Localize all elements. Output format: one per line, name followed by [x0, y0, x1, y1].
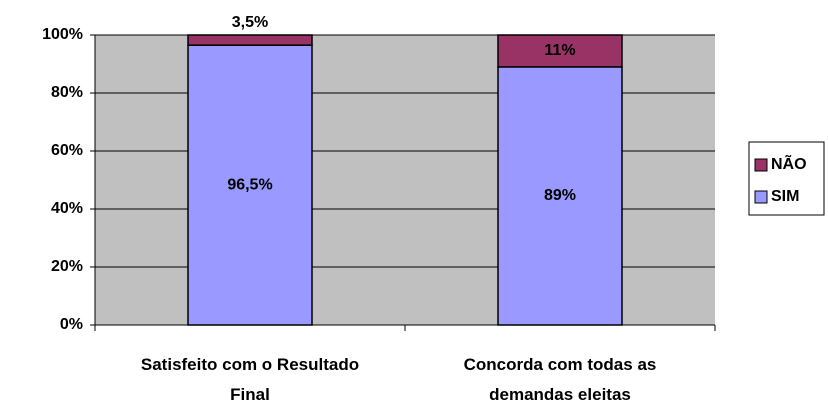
bar-segment: [187, 44, 313, 326]
y-tick-label: 0%: [60, 316, 83, 333]
bar-segment: [497, 66, 623, 326]
value-label: 89%: [544, 187, 576, 204]
legend-label: SIM: [771, 188, 799, 205]
x-tick-label: Satisfeito com o Resultado Final: [140, 355, 360, 404]
legend-swatch: [754, 158, 768, 172]
legend-label: NÃO: [771, 153, 807, 173]
y-tick-label: 60%: [51, 142, 83, 159]
bar-segment: [497, 34, 623, 68]
y-tick-label: 80%: [51, 84, 83, 101]
y-tick-label: 40%: [51, 200, 83, 217]
value-label: 11%: [544, 42, 575, 59]
legend-swatch: [754, 190, 768, 204]
value-label: 3,5%: [232, 14, 268, 31]
y-tick-label: 20%: [51, 258, 83, 275]
y-tick-label: 100%: [42, 26, 83, 43]
value-label: 96,5%: [227, 176, 272, 193]
bar-segment: [187, 34, 313, 46]
x-tick-label: Concorda com todas as demandas eleitas: [463, 355, 657, 404]
